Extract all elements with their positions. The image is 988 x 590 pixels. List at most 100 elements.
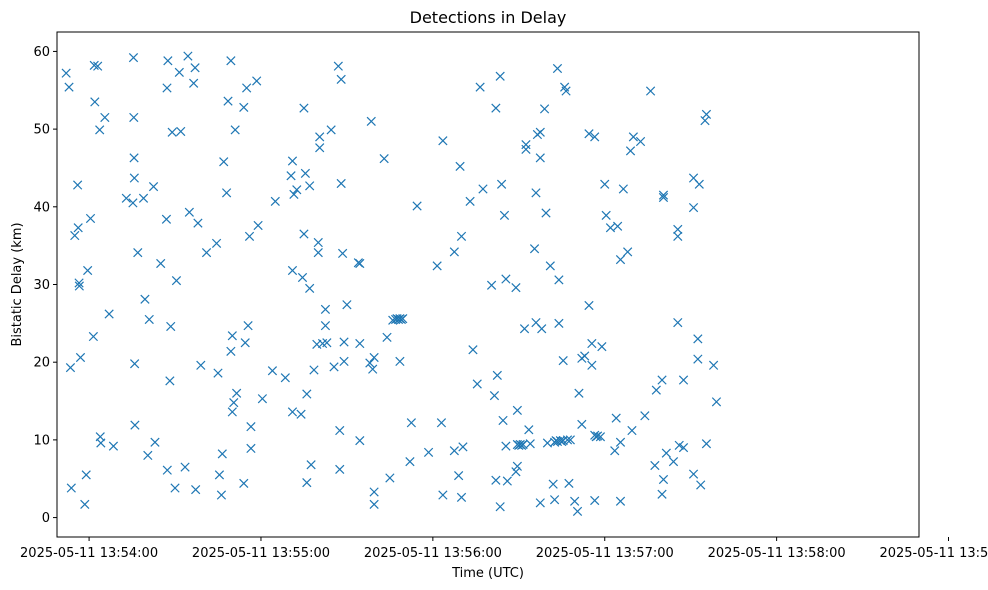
data-point [313, 237, 323, 248]
data-point [64, 82, 74, 92]
data-point [287, 265, 298, 276]
data-point [253, 220, 263, 231]
data-point [499, 210, 510, 220]
data-point [90, 97, 100, 107]
data-point [570, 496, 580, 506]
data-point [379, 154, 389, 164]
data-point [501, 274, 511, 284]
data-point [355, 436, 365, 446]
data-point [501, 441, 511, 451]
data-point [678, 375, 689, 385]
data-point [395, 356, 405, 367]
data-point [129, 173, 139, 183]
data-point [211, 238, 222, 248]
y-tick-label: 30 [33, 278, 50, 293]
data-point [128, 198, 138, 208]
data-point [369, 352, 379, 363]
data-point [432, 261, 442, 271]
data-point [535, 127, 545, 137]
data-point [595, 432, 606, 442]
data-point [694, 179, 704, 189]
data-point [658, 190, 669, 200]
data-point [468, 345, 478, 355]
data-point [491, 103, 501, 113]
data-point [229, 397, 239, 408]
data-point [89, 60, 99, 71]
data-point [223, 96, 233, 106]
data-point [161, 214, 172, 224]
data-point [333, 61, 343, 71]
data-point [472, 379, 482, 389]
data-point [511, 467, 521, 477]
y-tick-label: 40 [33, 200, 50, 215]
data-point [539, 104, 550, 114]
data-point [545, 261, 555, 271]
data-point [335, 464, 345, 475]
data-point [176, 126, 186, 137]
data-point [521, 140, 531, 150]
data-point [405, 457, 415, 467]
data-point [524, 425, 534, 435]
data-point [61, 68, 71, 78]
data-point [65, 363, 76, 373]
data-point [696, 480, 706, 490]
x-tick-label: 2025-05-11 13:56:00 [364, 546, 502, 561]
data-point [537, 324, 547, 334]
data-point [519, 324, 530, 334]
data-point [601, 210, 611, 220]
data-point [495, 502, 505, 512]
data-point [615, 496, 626, 506]
data-point [673, 231, 683, 241]
data-point [456, 231, 467, 241]
data-point [597, 342, 607, 352]
plot-frame [56, 31, 920, 538]
data-point [366, 116, 376, 126]
data-point [74, 278, 84, 288]
data-point [577, 419, 587, 429]
data-point [615, 437, 626, 447]
data-point [85, 213, 96, 224]
data-point [572, 506, 583, 516]
data-point [382, 332, 392, 342]
data-point [454, 470, 464, 481]
data-point [289, 189, 299, 200]
x-tick-label: 2025-05-11 13:58:00 [708, 546, 846, 561]
data-point [535, 153, 545, 163]
data-point [242, 83, 252, 93]
y-tick-label: 20 [33, 356, 50, 371]
data-point [252, 76, 262, 86]
data-point [455, 161, 465, 172]
data-point [438, 490, 448, 500]
data-point [329, 362, 339, 372]
data-point [320, 304, 331, 314]
data-point [701, 109, 712, 119]
data-point [246, 422, 256, 432]
data-point [286, 171, 296, 181]
data-point [475, 82, 485, 92]
data-point [144, 314, 154, 325]
data-point [635, 136, 646, 147]
data-point [496, 179, 507, 189]
data-point [300, 168, 310, 179]
data-point [184, 207, 194, 217]
data-point [529, 244, 540, 254]
data-point [335, 425, 345, 436]
data-point [306, 460, 316, 470]
data-point [66, 483, 76, 493]
data-point [628, 132, 639, 142]
data-point [651, 385, 661, 395]
data-point [406, 418, 416, 428]
data-point [219, 157, 229, 167]
data-point [592, 431, 603, 441]
data-point [128, 53, 139, 63]
data-point [590, 495, 600, 506]
data-point [610, 446, 620, 456]
data-point [708, 360, 719, 370]
data-point [627, 425, 637, 436]
data-point [70, 230, 80, 241]
data-point [339, 356, 349, 367]
data-point [163, 56, 173, 66]
data-point [174, 67, 184, 78]
data-point [562, 435, 573, 445]
data-point [574, 388, 584, 398]
